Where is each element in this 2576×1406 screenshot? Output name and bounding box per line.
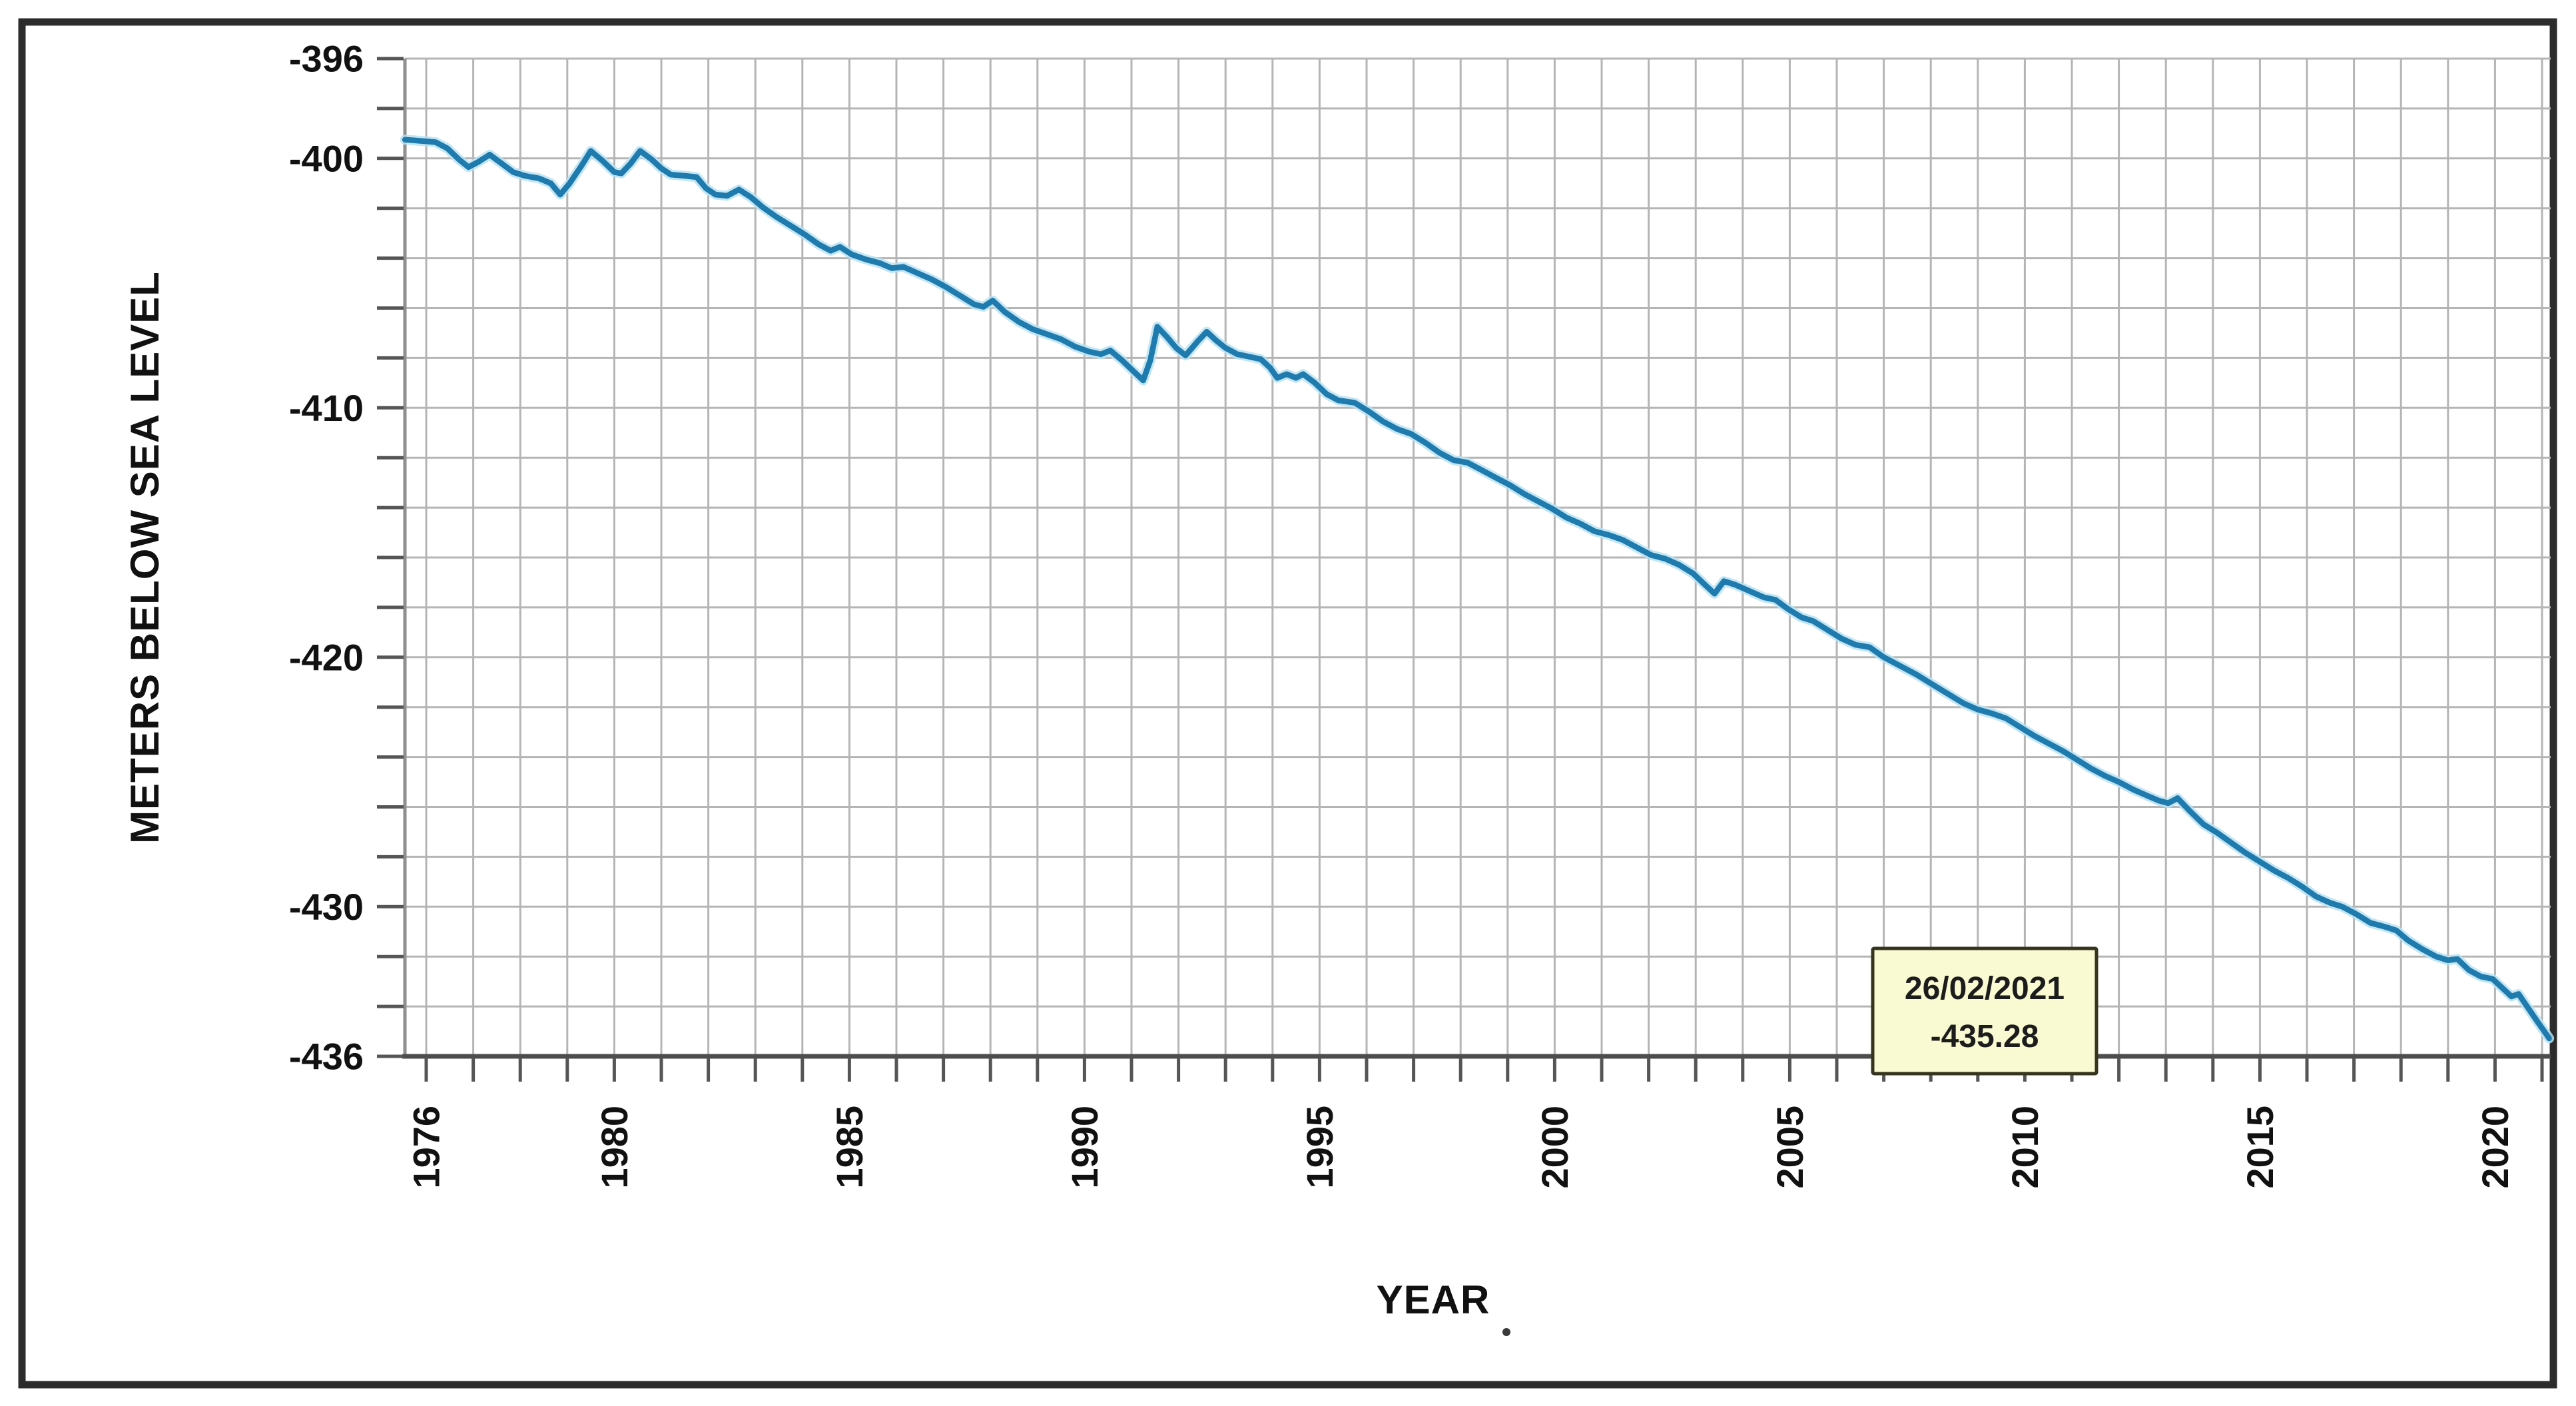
y-tick-label: -420 [289, 636, 364, 678]
y-tick-label: -400 [289, 137, 364, 179]
x-tick-label: 1976 [406, 1106, 448, 1189]
tick-layer [377, 57, 2544, 1082]
x-tick-label: 2000 [1534, 1106, 1576, 1189]
x-tick-label: 2010 [2004, 1106, 2046, 1189]
x-tick-label: 1990 [1064, 1106, 1106, 1189]
annotation-box: 26/02/2021 -435.28 [1871, 946, 2098, 1076]
y-tick-label: -410 [289, 387, 364, 429]
x-tick-label: 2015 [2239, 1106, 2281, 1189]
stray-dot [1502, 1328, 1510, 1336]
x-tick-label: 2020 [2474, 1106, 2516, 1189]
y-tick-label: -430 [289, 886, 364, 928]
axis-layer [402, 59, 2551, 1059]
x-tick-label: 1980 [593, 1106, 635, 1189]
y-tick-label: -436 [289, 1036, 364, 1078]
x-tick-label: 2005 [1769, 1106, 1811, 1189]
annotation-value: -435.28 [1931, 1019, 2039, 1054]
annotation-rect [1871, 946, 2098, 1076]
annotation-date: 26/02/2021 [1905, 971, 2065, 1006]
series-line [402, 137, 2552, 1042]
grid-layer [405, 57, 2551, 1058]
x-axis-title: YEAR [1377, 1277, 1490, 1322]
x-tick-label: 1985 [828, 1106, 870, 1189]
tick-label-layer: -396 -400 -410 -420 -430 -436 1976 1980 1985 1990… [289, 38, 2516, 1189]
series-line-halo [400, 135, 2555, 1044]
outer-border [18, 18, 2557, 1389]
y-axis-title: METERS BELOW SEA LEVEL [123, 271, 167, 844]
x-tick-label: 1995 [1299, 1106, 1341, 1189]
y-tick-label: -396 [289, 38, 364, 80]
series-layer [400, 135, 2555, 1044]
